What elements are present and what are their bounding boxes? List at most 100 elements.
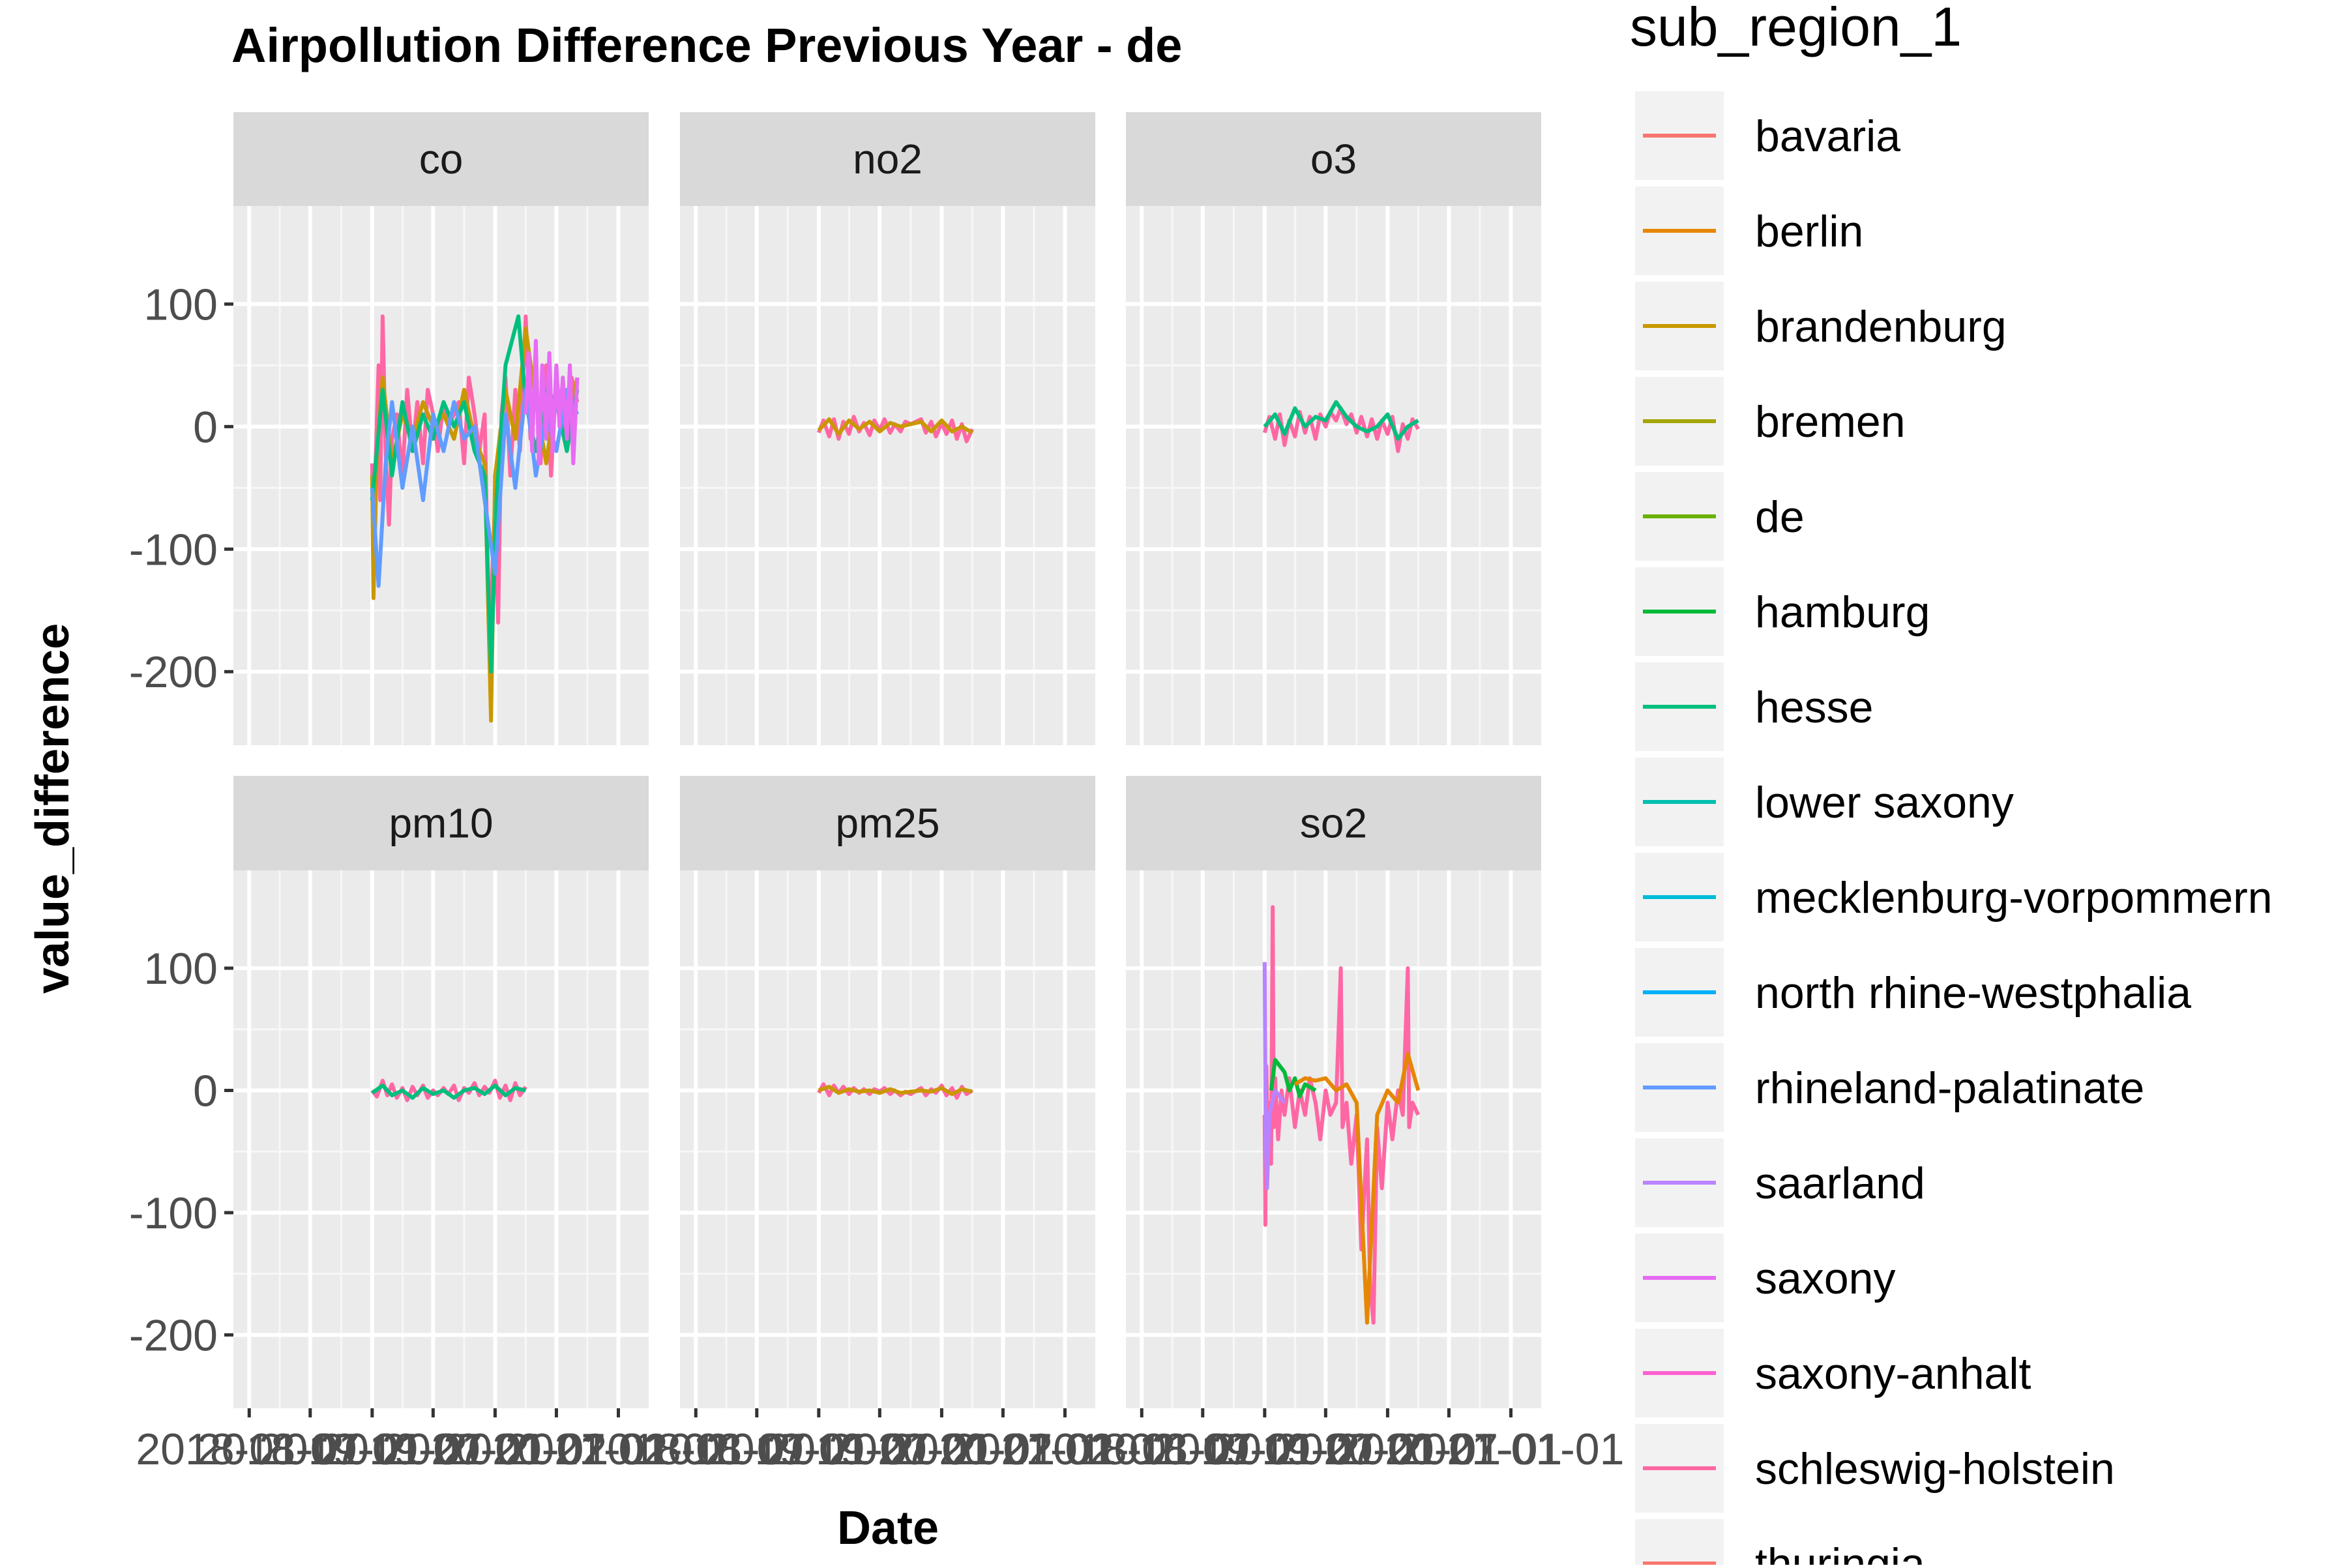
x-axis-title: Date xyxy=(837,1502,939,1554)
legend-item-rhineland-palatinate: rhineland-palatinate xyxy=(1635,1043,2144,1132)
legend-label: schleswig-holstein xyxy=(1755,1444,2115,1494)
panels-layer: co -200 -100 0 100 no2 o3 pm10 -200 -100 0 100 2018-… xyxy=(129,112,1624,1474)
panel-co: co -200 -100 0 100 xyxy=(129,112,649,745)
series-line-brandenburg xyxy=(817,417,973,436)
legend-label: berlin xyxy=(1755,207,1863,256)
legend-item-thuringia: thuringia xyxy=(1635,1519,1925,1568)
legend-label: saarland xyxy=(1755,1159,1925,1208)
x-tick-label: 2018-01-01 xyxy=(1028,1425,1255,1474)
facet-strip xyxy=(680,112,1095,206)
x-tick-label: 2020-01-01 xyxy=(381,1425,608,1474)
legend-item-saxony-anhalt: saxony-anhalt xyxy=(1635,1329,2031,1417)
panel-background xyxy=(680,206,1095,745)
series-line-hesse xyxy=(371,1084,527,1100)
legend-item-de: de xyxy=(1635,472,1805,561)
x-tick-label: 2019-07-01 xyxy=(319,1425,546,1474)
legend-label: brandenburg xyxy=(1755,302,2007,351)
facet-strip xyxy=(233,112,649,206)
legend-item-north-rhine-westphalia: north rhine-westphalia xyxy=(1635,948,2191,1037)
x-tick-label: 2019-07-01 xyxy=(766,1425,993,1474)
series-line-thuringia xyxy=(1262,905,1421,1325)
facet-strip-label: so2 xyxy=(1300,800,1367,847)
x-tick-label: 2020-07-01 xyxy=(890,1425,1117,1474)
x-tick-label: 2018-01-01 xyxy=(136,1425,362,1474)
y-tick-label: -200 xyxy=(129,647,218,697)
legend-item-schleswig-holstein: schleswig-holstein xyxy=(1635,1424,2115,1513)
y-tick-label: 0 xyxy=(193,402,218,452)
panel-background xyxy=(680,870,1095,1408)
x-tick-label: 2020-01-01 xyxy=(1274,1425,1501,1474)
x-tick-label: 2020-07-01 xyxy=(1336,1425,1563,1474)
panel-o3: o3 xyxy=(1126,112,1541,745)
series-line-hamburg xyxy=(1269,1058,1317,1099)
panel-pm25: pm25 2018-01-012018-07-012019-01-012019-0… xyxy=(582,776,1178,1474)
x-tick-label: 2019-01-01 xyxy=(705,1425,932,1474)
legend-label: bremen xyxy=(1755,397,1906,447)
x-tick-label: 2019-07-01 xyxy=(1212,1425,1439,1474)
legend-item-bremen: bremen xyxy=(1635,377,1906,466)
x-tick-label: 2021-01-01 xyxy=(1398,1425,1625,1474)
y-tick-label: 0 xyxy=(193,1067,218,1116)
x-tick-label: 2018-01-01 xyxy=(582,1425,809,1474)
x-tick-label: 2021-01-01 xyxy=(952,1425,1179,1474)
legend-label: mecklenburg-vorpommern xyxy=(1755,873,2273,923)
legend-item-lower-saxony: lower saxony xyxy=(1635,758,2014,846)
y-tick-label: -200 xyxy=(129,1311,218,1361)
y-tick-label: 100 xyxy=(144,944,218,994)
legend-label: de xyxy=(1755,492,1805,542)
panel-background xyxy=(1126,870,1541,1408)
x-tick-label: 2018-07-01 xyxy=(643,1425,870,1474)
x-tick-label: 2021-01-01 xyxy=(505,1425,732,1474)
legend-title: sub_region_1 xyxy=(1630,0,1962,57)
facet-strip-label: co xyxy=(419,136,464,183)
legend-item-hamburg: hamburg xyxy=(1635,567,1930,656)
legend-label: saxony xyxy=(1755,1254,1895,1303)
x-tick-label: 2019-01-01 xyxy=(1151,1425,1378,1474)
legend-item-bavaria: bavaria xyxy=(1635,91,1900,180)
series-line-thuringia xyxy=(817,415,975,443)
facet-strip-label: o3 xyxy=(1310,136,1357,183)
panel-background xyxy=(233,870,649,1408)
legend-label: lower saxony xyxy=(1755,778,2014,827)
panel-so2: so2 2018-01-012018-07-012019-01-012019-07… xyxy=(1028,776,1624,1474)
y-tick-label: -100 xyxy=(129,525,218,574)
legend-item-hesse: hesse xyxy=(1635,662,1873,751)
x-tick-label: 2020-07-01 xyxy=(443,1425,670,1474)
legend-item-saxony: saxony xyxy=(1635,1234,1895,1322)
x-tick-label: 2019-01-01 xyxy=(259,1425,486,1474)
legend-label: bavaria xyxy=(1755,111,1900,161)
x-tick-label: 2020-01-01 xyxy=(828,1425,1055,1474)
legend-item-mecklenburg-vorpommern: mecklenburg-vorpommern xyxy=(1635,853,2273,941)
series-line-brandenburg xyxy=(818,1084,973,1097)
legend-item-brandenburg: brandenburg xyxy=(1635,282,2007,370)
series-line-saxony-anhalt xyxy=(524,338,580,466)
series-line-saxony xyxy=(1262,962,1286,1191)
legend-label: rhineland-palatinate xyxy=(1755,1063,2144,1113)
series-line-thuringia xyxy=(817,1082,974,1100)
legend-label: hesse xyxy=(1755,683,1873,732)
facet-strip xyxy=(1126,776,1541,870)
x-tick-label: 2018-07-01 xyxy=(1089,1425,1316,1474)
legend-item-berlin: berlin xyxy=(1635,186,1863,275)
facet-strip-label: pm25 xyxy=(835,800,939,847)
x-tick-label: 2018-07-01 xyxy=(197,1425,424,1474)
facet-strip-label: pm10 xyxy=(389,800,493,847)
facet-strip xyxy=(233,776,649,870)
legend-label: hamburg xyxy=(1755,587,1930,637)
panel-background xyxy=(1126,206,1541,745)
legend-key xyxy=(1635,1519,1724,1568)
facet-strip xyxy=(680,776,1095,870)
y-axis-title: value_difference xyxy=(27,623,79,994)
legend-label: thuringia xyxy=(1755,1539,1925,1565)
facet-strip xyxy=(1126,112,1541,206)
chart-title: Airpollution Difference Previous Year - … xyxy=(231,18,1182,72)
legend-layer: bavaria berlin brandenburg bremen de hamburg h… xyxy=(1635,91,2273,1568)
y-tick-label: 100 xyxy=(144,280,218,329)
panel-pm10: pm10 -200 -100 0 100 2018-01-012018-07-012019… xyxy=(129,776,732,1474)
panel-no2: no2 xyxy=(680,112,1095,745)
legend-label: saxony-anhalt xyxy=(1755,1349,2031,1398)
panel-background xyxy=(233,206,649,745)
facet-strip-label: no2 xyxy=(853,136,923,183)
